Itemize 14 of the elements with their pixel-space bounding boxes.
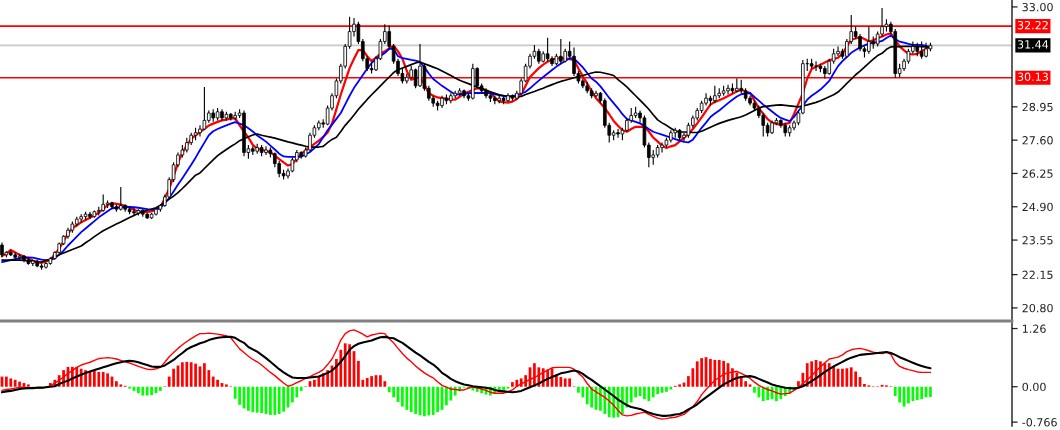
y-tick-label: 33.00 <box>1022 2 1053 12</box>
y-tick-label: 1.26 <box>1022 324 1046 333</box>
y-tick-label: 27.60 <box>1022 136 1053 145</box>
ref-line-label: 32.22 <box>1017 20 1048 30</box>
y-tick-label: 24.90 <box>1022 202 1053 212</box>
ref-line-label: 30.13 <box>1017 72 1048 81</box>
y-tick-label: 22.15 <box>1022 270 1053 279</box>
y-tick-label: 26.25 <box>1022 169 1053 178</box>
y-tick-label: 23.55 <box>1022 236 1053 245</box>
y-tick-label: 20.80 <box>1022 303 1053 313</box>
y-tick-label: -0.766 <box>1022 418 1057 427</box>
ref-line-label: 31.44 <box>1017 40 1049 49</box>
y-tick-label: 28.95 <box>1022 102 1053 112</box>
y-tick-label: 0.00 <box>1022 382 1046 392</box>
